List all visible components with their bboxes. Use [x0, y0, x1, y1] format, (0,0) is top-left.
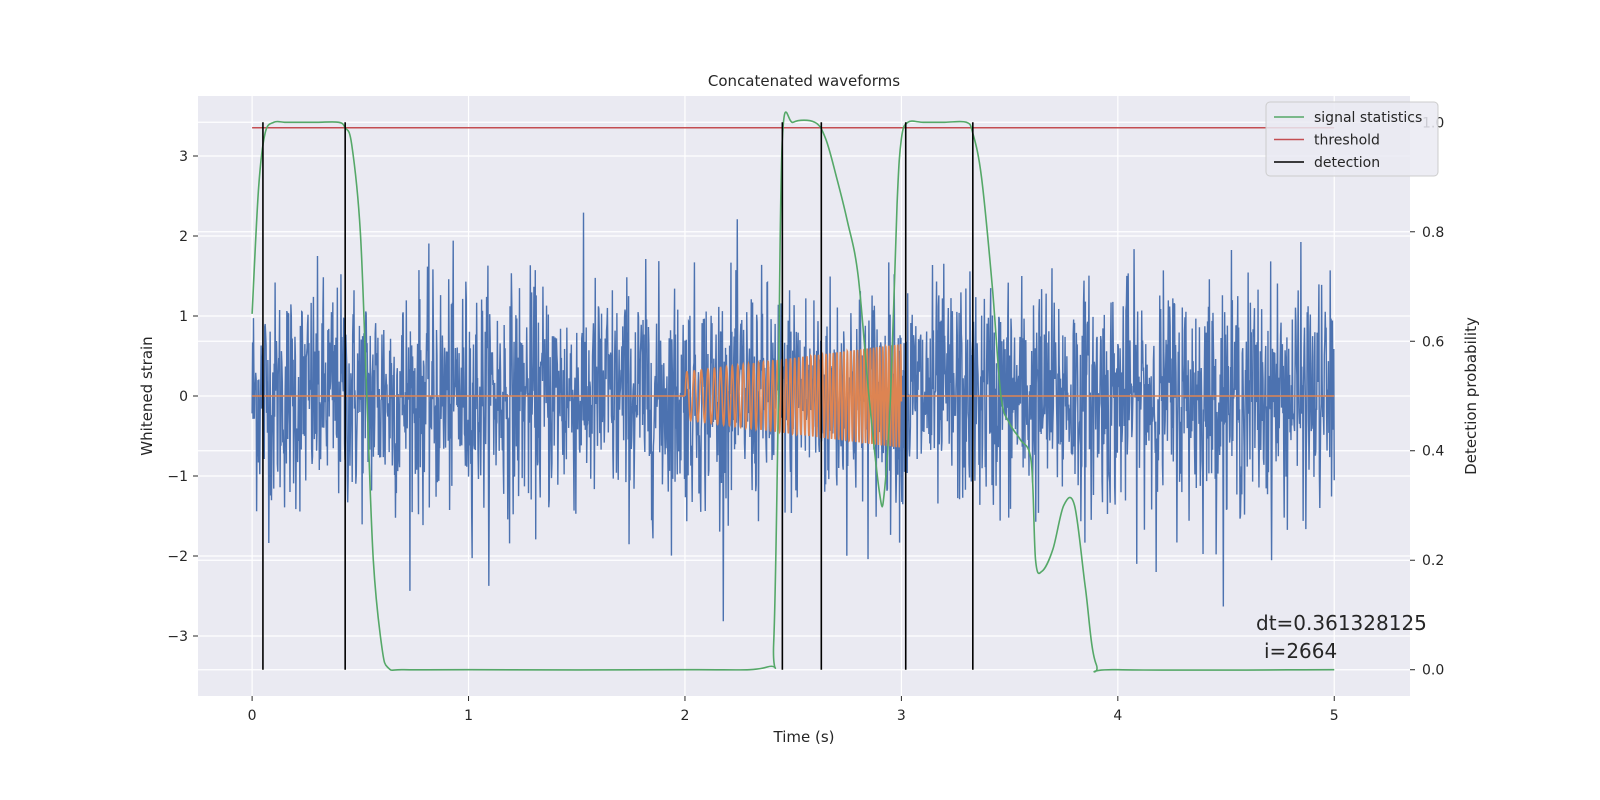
annotation-dt: dt=0.361328125 [1256, 611, 1427, 635]
y-tick-label: 3 [179, 149, 188, 165]
legend-box [1265, 101, 1439, 177]
x-tick-label: 4 [1113, 708, 1122, 724]
signal-statistics-series [251, 111, 1335, 673]
y2-tick-label: 0.8 [1422, 225, 1444, 241]
y-axis-label: Whitened strain [138, 336, 156, 455]
x-axis-label: Time (s) [773, 728, 835, 746]
y-tick-label: −1 [167, 469, 188, 485]
y-tick-label: 2 [179, 229, 188, 245]
y2-tick-label: 0.4 [1422, 444, 1444, 460]
x-tick-label: 0 [248, 708, 257, 724]
y-tick-label: −2 [167, 549, 188, 565]
y2-tick-label: 0.2 [1422, 553, 1444, 569]
x-tick-label: 2 [681, 708, 690, 724]
injected-signal-series [252, 343, 1335, 448]
x-tick-label: 3 [897, 708, 906, 724]
y2-axis-label: Detection probability [1462, 317, 1480, 475]
legend: signal statistics threshold detection [1265, 101, 1439, 177]
chart-title: Concatenated waveforms [708, 72, 900, 90]
x-tick-label: 1 [464, 708, 473, 724]
y2-tick-label: 0.0 [1422, 663, 1444, 679]
y2-tick-label: 0.6 [1422, 334, 1444, 350]
x-tick-label: 5 [1330, 708, 1339, 724]
y-tick-label: 1 [179, 309, 188, 325]
plot-series [251, 111, 1335, 673]
data-layer [251, 111, 1335, 673]
legend-threshold-label: threshold [1314, 133, 1380, 149]
y-tick-label: 0 [179, 389, 188, 405]
y-tick-label: −3 [167, 629, 188, 645]
legend-detection-label: detection [1314, 155, 1380, 171]
legend-signal-statistics-label: signal statistics [1314, 110, 1422, 126]
annotation-i: i=2664 [1264, 639, 1337, 663]
